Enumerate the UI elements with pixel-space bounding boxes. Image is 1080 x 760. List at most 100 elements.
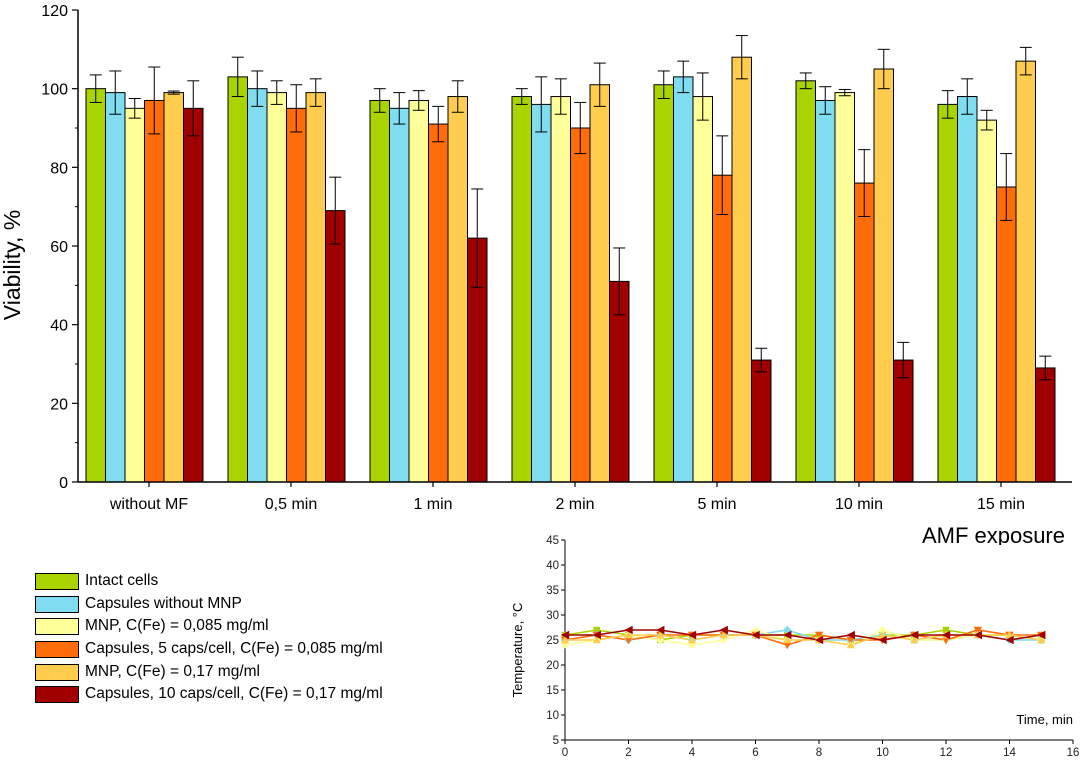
temperature-line [565, 629, 1042, 641]
legend-item: Capsules without MNP [35, 593, 475, 616]
inset-x-axis-label: Time, min [1016, 712, 1073, 727]
legend-swatch [35, 618, 79, 636]
y-tick-label: 0 [59, 475, 68, 492]
y-tick-label: 40 [50, 318, 68, 335]
inset-x-tick-label: 4 [689, 747, 696, 759]
inset-x-tick-label: 2 [625, 747, 631, 759]
legend-item: Intact cells [35, 570, 475, 593]
x-axis-label: AMF exposure [922, 523, 1065, 545]
inset-x-tick-label: 16 [1067, 747, 1080, 759]
inset-line-series-group [560, 625, 1046, 650]
temperature-point [846, 630, 855, 640]
legend-swatch [35, 686, 79, 704]
viability-bar-chart: 0 20 40 60 80 100 120 without MF 0,5 min 1 min 2 m… [0, 3, 1072, 545]
temperature-point [846, 640, 855, 649]
legend-item: Capsules, 5 caps/cell, C(Fe) = 0,085 mg/… [35, 638, 475, 661]
x-tick-label: 0,5 min [265, 496, 317, 513]
temperature-point [783, 641, 792, 650]
temperature-point [719, 625, 728, 635]
temperature-point [624, 625, 633, 635]
inset-y-tick-label: 15 [546, 685, 559, 697]
legend-label: Capsules, 5 caps/cell, C(Fe) = 0,085 mg/… [85, 640, 383, 658]
temperature-point [941, 630, 951, 640]
temperature-point [593, 626, 600, 634]
y-tick-label: 100 [41, 82, 68, 99]
temperature-point [783, 635, 792, 644]
legend-item: MNP, C(Fe) = 0,085 mg/ml [35, 615, 475, 638]
chart-legend: Intact cells Capsules without MNP MNP, C(F… [35, 570, 475, 706]
temperature-point [752, 626, 759, 634]
inset-x-tick-label: 12 [940, 747, 953, 759]
inset-y-tick-label: 5 [553, 735, 559, 747]
temperature-point [910, 635, 919, 644]
main-axes: 0 20 40 60 80 100 120 without MF 0,5 min 1 min 2 m… [41, 3, 1072, 513]
x-tick-label: 15 min [977, 496, 1025, 513]
y-tick-label: 80 [50, 160, 68, 177]
y-tick-label: 60 [50, 239, 68, 256]
temperature-point [1037, 635, 1046, 644]
temperature-point [941, 636, 951, 645]
inset-axes: 5 10 15 20 25 30 35 40 45 0 2 4 6 8 10 12 14 16 [546, 535, 1079, 759]
temperature-point [878, 630, 887, 639]
legend-item: Capsules, 10 caps/cell, C(Fe) = 0,17 mg/… [35, 683, 475, 706]
y-tick-label: 20 [50, 396, 68, 413]
inset-x-tick-label: 14 [1003, 747, 1016, 759]
temperature-point [719, 630, 728, 639]
temperature-point [592, 635, 601, 644]
temperature-point [624, 630, 633, 639]
legend-swatch [35, 641, 79, 659]
inset-x-tick-label: 0 [562, 747, 568, 759]
inset-y-tick-label: 10 [546, 710, 559, 722]
inset-y-tick-label: 35 [546, 585, 559, 597]
inset-y-tick-label: 20 [546, 660, 559, 672]
temperature-point [560, 630, 570, 640]
x-tick-label: without MF [109, 496, 188, 513]
temperature-point [1005, 635, 1014, 645]
legend-swatch [35, 573, 79, 590]
inset-y-tick-label: 25 [546, 635, 559, 647]
temperature-point [720, 636, 727, 644]
inset-x-tick-label: 10 [876, 747, 889, 759]
temperature-point [751, 630, 760, 640]
temperature-point [1037, 630, 1046, 640]
inset-x-tick-label: 6 [752, 747, 758, 759]
temperature-point [942, 626, 950, 634]
legend-item: MNP, C(Fe) = 0,17 mg/ml [35, 661, 475, 684]
temperature-point [1005, 630, 1014, 639]
x-tick-label: 2 min [555, 496, 594, 513]
inset-y-tick-label: 30 [546, 610, 559, 622]
temperature-point [657, 636, 664, 644]
temperature-point [814, 635, 824, 645]
temperature-point [973, 626, 982, 635]
temperature-point [688, 641, 696, 649]
temperature-point [592, 630, 601, 640]
bar-series-group [85, 35, 1056, 483]
temperature-point [910, 630, 919, 640]
temperature-point [656, 625, 665, 635]
temperature-point [846, 636, 855, 645]
temperature-point [624, 636, 633, 645]
legend-swatch [35, 663, 79, 681]
temperature-point [656, 630, 665, 639]
temperature-point [687, 630, 697, 640]
temperature-point [973, 630, 982, 640]
legend-label: MNP, C(Fe) = 0,17 mg/ml [85, 662, 260, 680]
y-tick-label: 120 [41, 3, 68, 20]
temperature-point [814, 631, 824, 640]
temperature-point [879, 626, 886, 634]
legend-label: Capsules, 10 caps/cell, C(Fe) = 0,17 mg/… [85, 685, 383, 703]
inset-y-axis-label: Temperature, °C [510, 603, 525, 698]
x-tick-label: 5 min [697, 496, 736, 513]
temperature-point [783, 630, 792, 640]
temperature-point [560, 635, 570, 644]
inset-y-tick-label: 45 [546, 535, 559, 547]
legend-label: Intact cells [85, 572, 159, 589]
x-tick-label: 1 min [413, 496, 452, 513]
legend-label: Capsules without MNP [85, 594, 242, 612]
x-tick-label: 10 min [835, 496, 883, 513]
temperature-point [687, 635, 697, 644]
y-axis-label: Viability, % [0, 210, 25, 320]
inset-x-tick-label: 8 [816, 747, 822, 759]
legend-swatch [35, 595, 79, 613]
